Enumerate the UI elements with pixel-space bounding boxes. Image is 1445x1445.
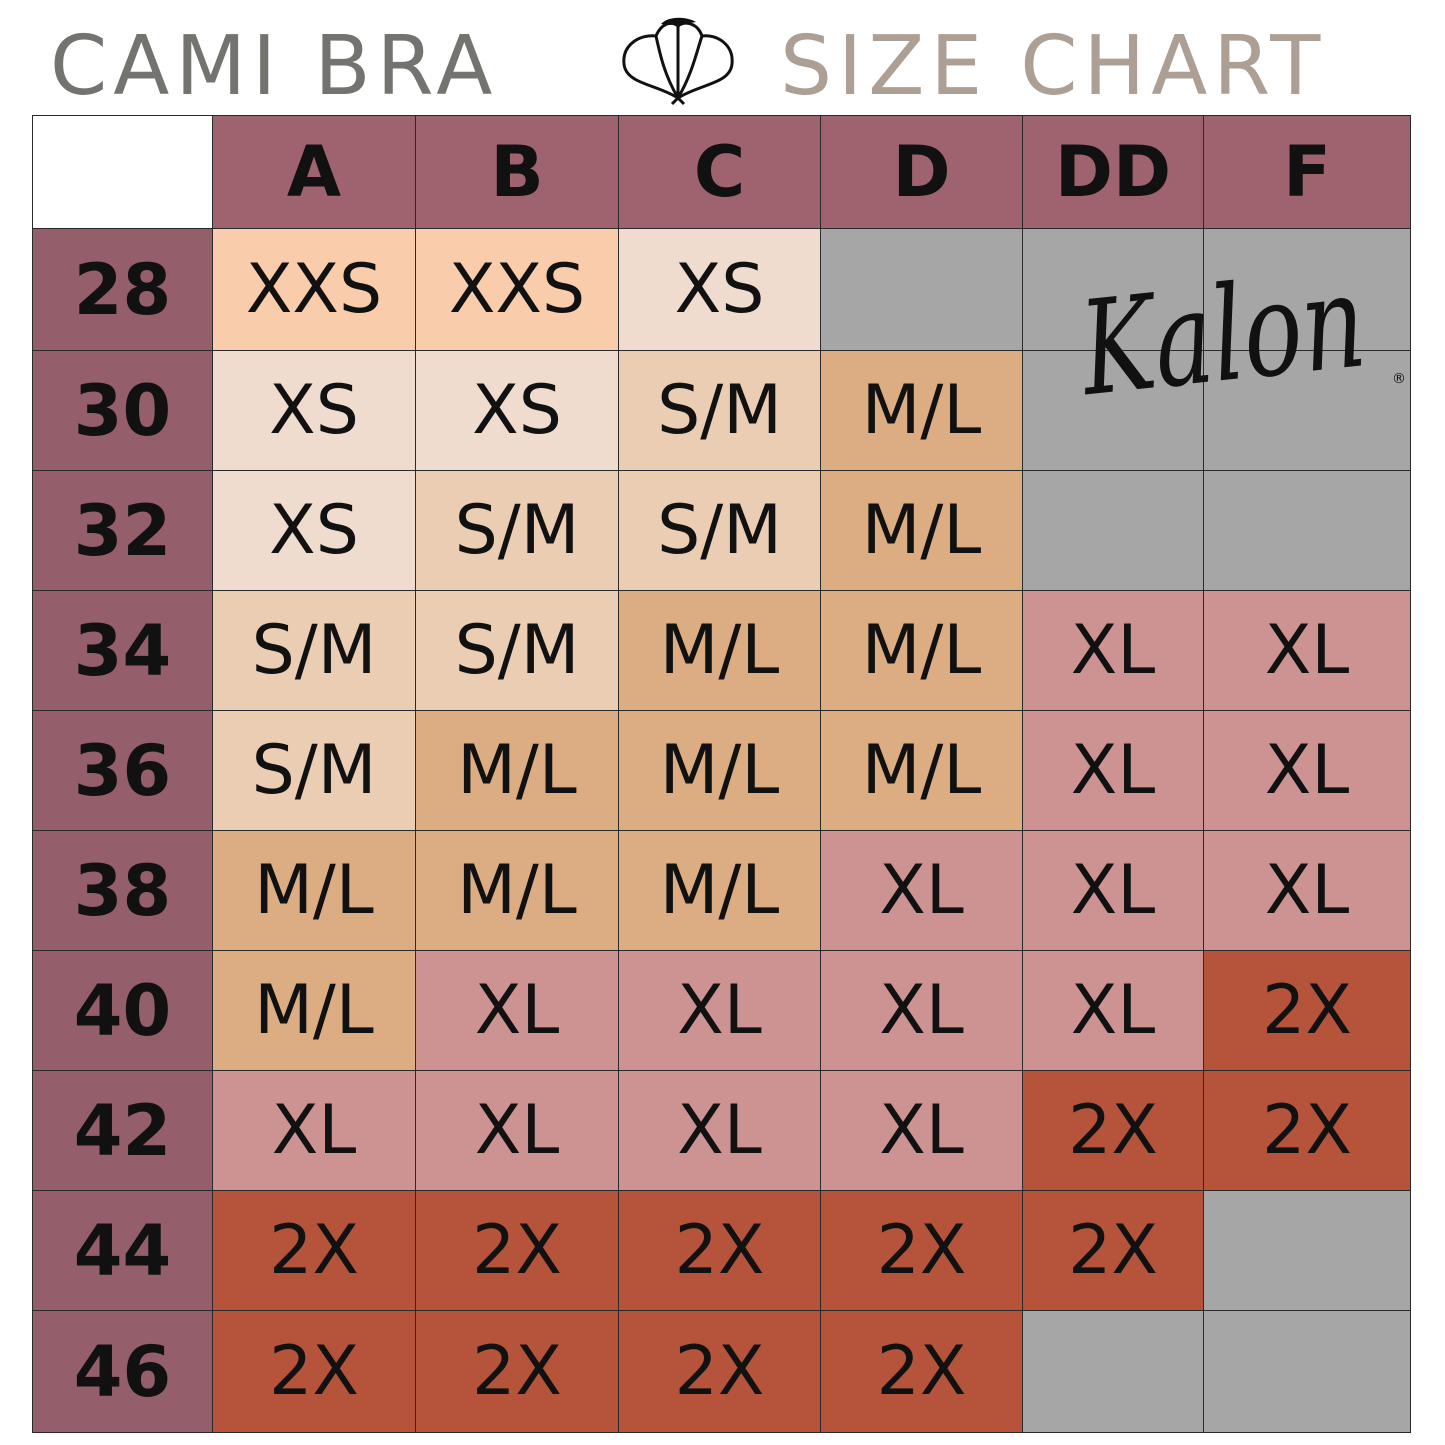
size-cell: XXS — [415, 228, 619, 351]
size-cell: M/L — [212, 950, 416, 1071]
size-cell: 2X — [618, 1310, 821, 1433]
empty-cell — [1203, 1190, 1411, 1311]
size-cell: XL — [820, 950, 1023, 1071]
size-cell: M/L — [415, 830, 619, 951]
size-cell: XS — [212, 470, 416, 591]
size-cell: XL — [618, 950, 821, 1071]
size-cell: 2X — [820, 1190, 1023, 1311]
column-header-dd: DD — [1022, 115, 1204, 229]
size-cell: S/M — [618, 470, 821, 591]
row-header-28: 28 — [32, 228, 213, 351]
size-cell: M/L — [820, 590, 1023, 711]
row-header-44: 44 — [32, 1190, 213, 1311]
size-cell: M/L — [618, 830, 821, 951]
size-cell: 2X — [212, 1310, 416, 1433]
size-cell: S/M — [415, 590, 619, 711]
size-cell: XL — [1022, 950, 1204, 1071]
empty-cell — [1022, 228, 1204, 351]
size-cell: XL — [618, 1070, 821, 1191]
size-cell: 2X — [1022, 1190, 1204, 1311]
logo-text: Kalon — [1073, 244, 1372, 426]
size-cell: S/M — [618, 350, 821, 471]
registered-mark: ® — [1392, 371, 1406, 387]
size-cell: XL — [1203, 590, 1411, 711]
size-cell: M/L — [820, 350, 1023, 471]
size-cell: XS — [212, 350, 416, 471]
size-cell: S/M — [212, 710, 416, 831]
size-cell: 2X — [1203, 1070, 1411, 1191]
empty-cell — [1022, 470, 1204, 591]
size-cell: 2X — [618, 1190, 821, 1311]
size-cell: XL — [415, 1070, 619, 1191]
empty-cell — [1022, 350, 1204, 471]
size-cell: M/L — [820, 710, 1023, 831]
corner-cell — [32, 115, 213, 229]
size-cell: 2X — [820, 1310, 1023, 1433]
column-header-c: C — [618, 115, 821, 229]
row-header-30: 30 — [32, 350, 213, 471]
size-cell: XL — [1022, 710, 1204, 831]
empty-cell — [1203, 470, 1411, 591]
size-cell: M/L — [820, 470, 1023, 591]
column-header-d: D — [820, 115, 1023, 229]
size-cell: XS — [618, 228, 821, 351]
size-cell: 2X — [1022, 1070, 1204, 1191]
kalon-logo: Kalon — [1074, 244, 1372, 425]
empty-cell — [1022, 1310, 1204, 1433]
cotton-flower-icon — [622, 17, 734, 106]
size-cell: M/L — [212, 830, 416, 951]
size-cell: S/M — [415, 470, 619, 591]
size-cell: 2X — [212, 1190, 416, 1311]
size-cell: XL — [1203, 830, 1411, 951]
size-cell: XL — [820, 1070, 1023, 1191]
size-cell: XXS — [212, 228, 416, 351]
row-header-40: 40 — [32, 950, 213, 1071]
column-header-b: B — [415, 115, 619, 229]
row-header-38: 38 — [32, 830, 213, 951]
size-cell: XL — [820, 830, 1023, 951]
size-cell: M/L — [618, 710, 821, 831]
title-cami-bra: CAMI BRA — [50, 19, 499, 114]
size-cell: S/M — [212, 590, 416, 711]
size-cell: M/L — [618, 590, 821, 711]
size-cell: XL — [1022, 590, 1204, 711]
size-cell: XL — [1203, 710, 1411, 831]
size-cell: 2X — [415, 1190, 619, 1311]
empty-cell — [1203, 228, 1411, 351]
size-cell: 2X — [415, 1310, 619, 1433]
size-cell: XL — [415, 950, 619, 1071]
column-header-a: A — [212, 115, 416, 229]
size-cell: XL — [212, 1070, 416, 1191]
row-header-34: 34 — [32, 590, 213, 711]
size-cell: XL — [1022, 830, 1204, 951]
empty-cell — [1203, 350, 1411, 471]
row-header-46: 46 — [32, 1310, 213, 1433]
row-header-36: 36 — [32, 710, 213, 831]
empty-cell — [820, 228, 1023, 351]
size-cell: XS — [415, 350, 619, 471]
row-header-42: 42 — [32, 1070, 213, 1191]
size-cell: M/L — [415, 710, 619, 831]
row-header-32: 32 — [32, 470, 213, 591]
size-cell: 2X — [1203, 950, 1411, 1071]
title-size-chart: SIZE CHART — [780, 19, 1327, 114]
empty-cell — [1203, 1310, 1411, 1433]
column-header-f: F — [1203, 115, 1411, 229]
